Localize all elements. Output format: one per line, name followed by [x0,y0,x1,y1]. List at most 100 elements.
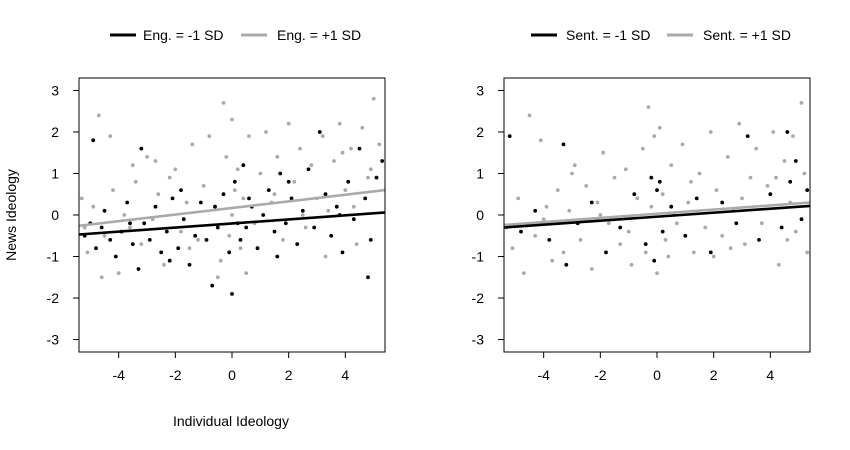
data-point [366,175,370,180]
data-point [272,192,277,197]
x-tick-label: -4 [112,367,125,383]
data-point [230,117,234,122]
data-point [635,196,640,201]
y-tick-label: -2 [472,290,485,306]
data-point [349,146,353,151]
data-point [99,275,104,280]
data-point [232,179,237,184]
data-point [791,134,795,139]
x-tick-label: -2 [594,367,607,383]
data-point [329,233,334,238]
data-point [640,146,645,151]
data-point [510,246,515,251]
data-point [99,225,104,230]
data-point [742,242,747,247]
data-point [632,192,637,197]
data-point [162,262,166,267]
data-point [298,146,302,151]
data-point [320,134,325,139]
data-point [295,242,300,247]
data-point [538,138,543,143]
data-point [258,171,263,176]
data-point [708,250,713,255]
data-point [380,159,385,163]
data-point [561,142,566,147]
data-point [133,179,138,184]
y-tick-label: -3 [47,332,60,348]
data-point [572,163,577,168]
data-point [802,171,807,176]
data-point [720,200,725,205]
data-point [193,233,198,238]
data-point [765,184,770,188]
data-point [799,101,804,105]
data-point [187,262,192,267]
data-point [125,200,130,205]
data-point [351,204,356,209]
data-point [332,159,336,163]
data-point [606,221,611,226]
data-point [368,238,373,242]
data-point [232,188,237,193]
data-point [366,275,370,280]
data-point [598,213,603,217]
data-point [683,233,688,238]
fit-line [78,211,386,236]
data-point [660,229,665,234]
data-point [612,175,617,180]
data-point [564,262,569,267]
data-point [663,238,668,242]
data-point [244,271,249,275]
data-point [286,121,291,126]
data-point [227,250,232,255]
data-point [153,159,158,163]
data-point [235,167,240,172]
data-point [306,167,311,172]
data-point [346,179,351,184]
data-point [261,213,266,217]
data-point [278,171,283,176]
data-point [85,250,90,255]
data-point [516,196,521,201]
data-point [785,130,790,134]
data-point [230,292,234,296]
data-point [145,155,149,159]
data-point [227,233,232,238]
data-point [340,150,345,155]
data-point [275,254,280,259]
data-point [309,163,314,168]
data-point [164,229,169,234]
fit-line [503,201,811,227]
data-point [122,213,127,217]
data-point [343,188,348,193]
data-point [181,217,186,222]
legend: Eng. = -1 SD Eng. = +1 SD [110,27,361,43]
data-point [238,246,243,251]
data-point [785,238,790,242]
data-point [666,254,671,259]
data-point [139,146,144,151]
data-point [544,204,549,209]
x-tick-label: -4 [537,367,550,383]
data-point [589,200,594,205]
data-point [300,208,305,213]
data-point [604,250,608,255]
data-point [680,142,685,147]
data-point [745,134,750,139]
legend: Sent. = -1 SD Sent. = +1 SD [531,27,791,43]
x-tick-label: 4 [766,367,774,383]
data-point [708,130,713,134]
data-point [238,238,243,242]
data-point [669,163,674,168]
data-point [196,238,200,242]
data-point [351,217,356,222]
y-tick-label: 0 [51,207,59,223]
data-point [230,213,234,217]
data-point [533,233,538,238]
fit-line [78,188,386,228]
data-point [176,246,181,251]
data-point [805,250,810,255]
y-tick-label: -3 [472,332,485,348]
data-point [754,146,759,151]
